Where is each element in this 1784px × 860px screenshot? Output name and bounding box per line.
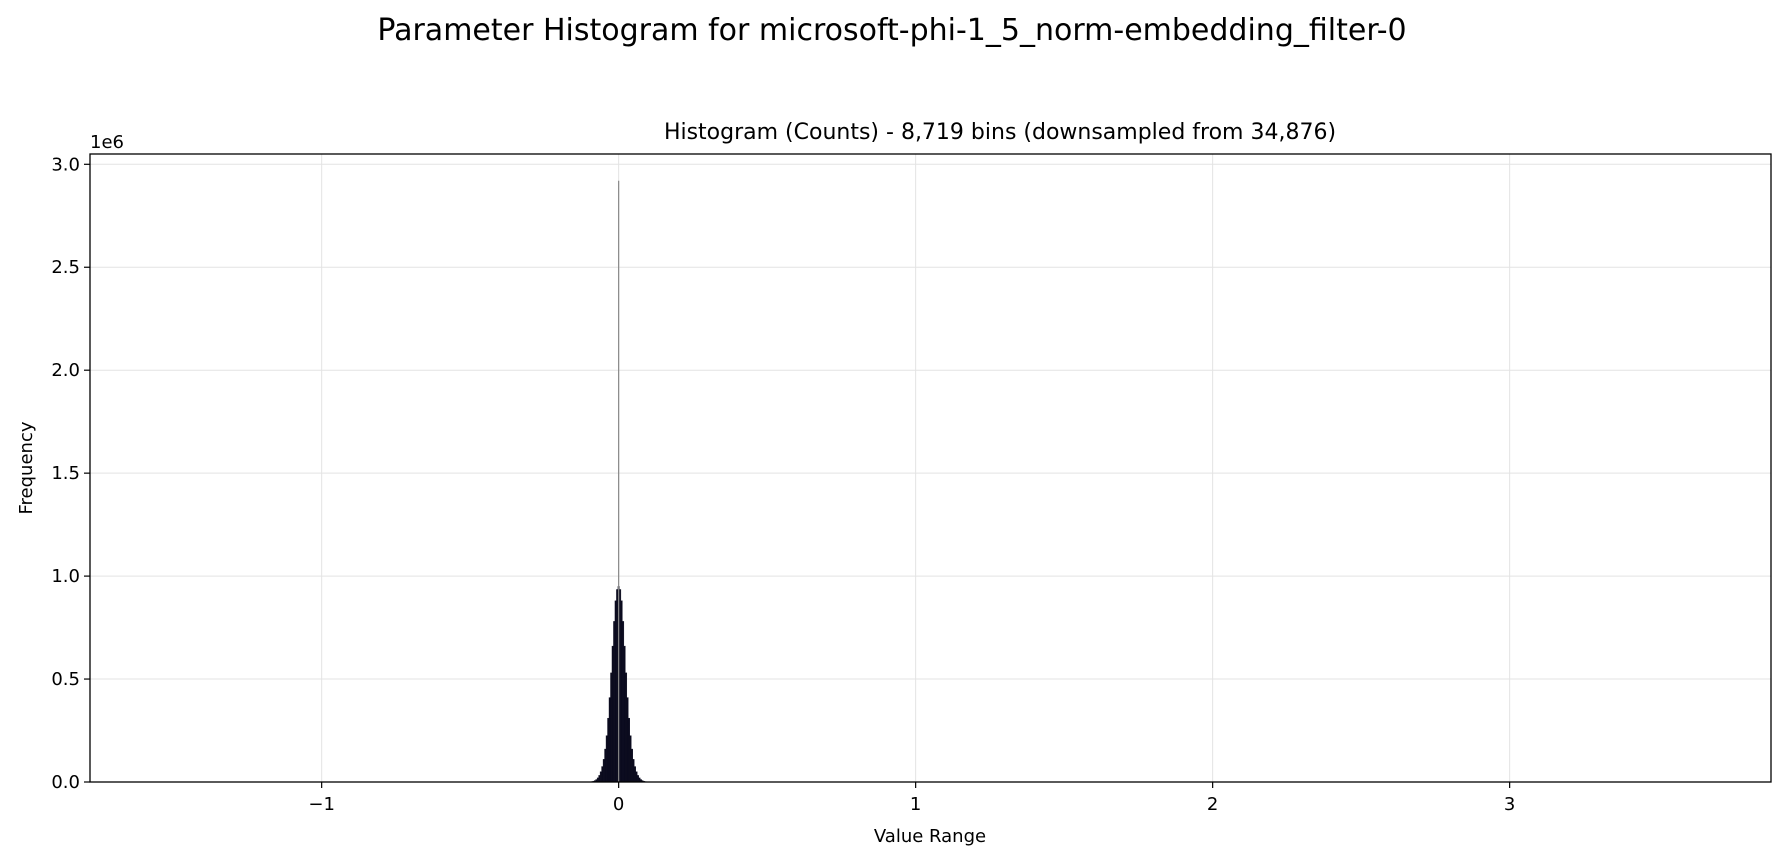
x-tick-label: 3 bbox=[1504, 794, 1515, 815]
y-offset-label: 1e6 bbox=[90, 132, 124, 153]
histogram-bar bbox=[604, 748, 607, 783]
y-tick-label: 0.5 bbox=[51, 669, 80, 690]
axes-title: Histogram (Counts) - 8,719 bins (downsam… bbox=[664, 120, 1336, 145]
histogram-bar bbox=[625, 672, 628, 783]
x-tick-label: −1 bbox=[308, 794, 335, 815]
y-tick-label: 2.0 bbox=[51, 360, 80, 381]
y-tick-label: 3.0 bbox=[51, 154, 80, 175]
x-tick-label: 0 bbox=[613, 794, 624, 815]
histogram-bar bbox=[619, 589, 622, 783]
x-tick-label: 2 bbox=[1207, 794, 1218, 815]
plot-frame bbox=[89, 153, 1772, 783]
histogram-bar bbox=[622, 621, 625, 783]
histogram-bar bbox=[616, 589, 619, 783]
y-axis-ticks: 0.0 0.5 1.0 1.5 2.0 2.5 3.0 bbox=[51, 154, 90, 793]
y-axis-label: Frequency bbox=[16, 421, 37, 514]
histogram-bar bbox=[614, 600, 617, 783]
histogram-bar bbox=[598, 775, 601, 783]
histogram-bar bbox=[607, 717, 610, 783]
histogram-bar bbox=[599, 771, 602, 783]
y-tick-label: 1.0 bbox=[51, 566, 80, 587]
histogram-bar bbox=[626, 697, 629, 783]
suptitle: Parameter Histogram for microsoft-phi-1_… bbox=[377, 13, 1406, 48]
histogram-bar bbox=[632, 759, 635, 783]
histogram-bar bbox=[608, 697, 611, 783]
y-tick-label: 0.0 bbox=[51, 772, 80, 793]
histogram-bar bbox=[623, 645, 626, 783]
histogram-bar bbox=[628, 717, 630, 783]
histogram-bar bbox=[629, 735, 632, 783]
x-tick-label: 1 bbox=[910, 794, 921, 815]
x-axis-label: Value Range bbox=[874, 826, 986, 847]
y-tick-label: 2.5 bbox=[51, 257, 80, 278]
histogram-bar bbox=[605, 735, 608, 783]
histogram-bar bbox=[611, 645, 614, 783]
histogram-bar bbox=[613, 621, 616, 783]
x-axis-ticks: −1 0 1 2 3 bbox=[308, 782, 1515, 815]
histogram-bar bbox=[601, 766, 604, 783]
histogram-bar bbox=[602, 759, 605, 783]
histogram-bar bbox=[631, 748, 633, 783]
histogram-bar bbox=[634, 766, 636, 783]
histogram-bar bbox=[610, 672, 613, 783]
y-tick-label: 1.5 bbox=[51, 463, 80, 484]
histogram-bar bbox=[635, 771, 638, 783]
histogram-bar bbox=[620, 600, 623, 783]
histogram-bar bbox=[637, 775, 639, 783]
plot-background bbox=[90, 154, 1771, 782]
plot-area bbox=[89, 153, 1772, 783]
